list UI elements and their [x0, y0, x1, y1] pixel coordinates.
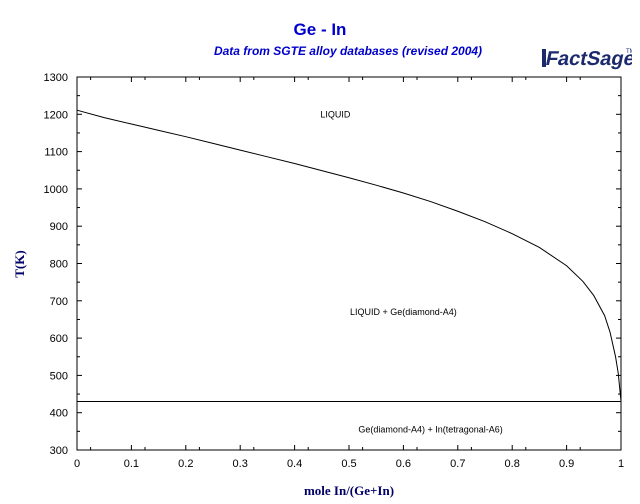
plot-frame — [76, 76, 622, 451]
y-tick-label: 1300 — [44, 72, 68, 84]
x-tick-label: 0.2 — [178, 458, 193, 470]
region-labels: LIQUID LIQUID + Ge(diamond-A4) Ge(diamond-… — [320, 109, 502, 434]
y-tick-label: 900 — [50, 221, 68, 233]
x-tick-label: 0.4 — [287, 458, 302, 470]
chart-title: Ge - In — [293, 20, 347, 39]
x-tick-label: 0.7 — [450, 458, 465, 470]
x-tick-label: 0.8 — [505, 458, 520, 470]
y-axis: 300 400 500 600 700 800 900 1000 1100 1200 1300 — [44, 72, 621, 457]
y-tick-label: 1200 — [44, 109, 68, 121]
region-label: LIQUID + Ge(diamond-A4) — [350, 307, 457, 317]
chart-subtitle: Data from SGTE alloy databases (revised … — [213, 44, 483, 58]
x-tick-label: 0.3 — [233, 458, 248, 470]
x-axis-label: mole In/(Ge+In) — [304, 483, 394, 498]
y-axis-label: T(K) — [12, 250, 27, 277]
y-tick-label: 400 — [50, 408, 68, 420]
logo-text: FactSage — [544, 48, 632, 70]
x-tick-label: 0 — [74, 458, 80, 470]
region-label: Ge(diamond-A4) + In(tetragonal-A6) — [358, 424, 502, 434]
logo-bar — [542, 49, 546, 67]
y-tick-label: 700 — [50, 296, 68, 308]
y-tick-label: 600 — [50, 333, 68, 345]
y-tick-label: 1000 — [44, 184, 68, 196]
x-tick-label: 0.6 — [396, 458, 411, 470]
y-tick-label: 1100 — [44, 147, 68, 159]
logo-trademark: TM — [626, 49, 632, 55]
x-tick-label: 0.5 — [341, 458, 356, 470]
phase-boundary-liquidus — [76, 109, 622, 402]
x-axis: 0 0.1 0.2 0.3 0.4 0.5 0.6 0.7 0.8 0.9 1 — [74, 77, 624, 470]
y-tick-label: 500 — [50, 370, 68, 382]
x-tick-label: 1 — [618, 458, 624, 470]
factsage-logo-icon: FactSage TM — [542, 48, 632, 70]
phase-boundaries — [76, 109, 622, 403]
x-tick-label: 0.9 — [559, 458, 574, 470]
region-label: LIQUID — [320, 109, 351, 119]
y-tick-label: 800 — [50, 259, 68, 271]
x-tick-label: 0.1 — [124, 458, 139, 470]
y-tick-label: 300 — [50, 445, 68, 457]
